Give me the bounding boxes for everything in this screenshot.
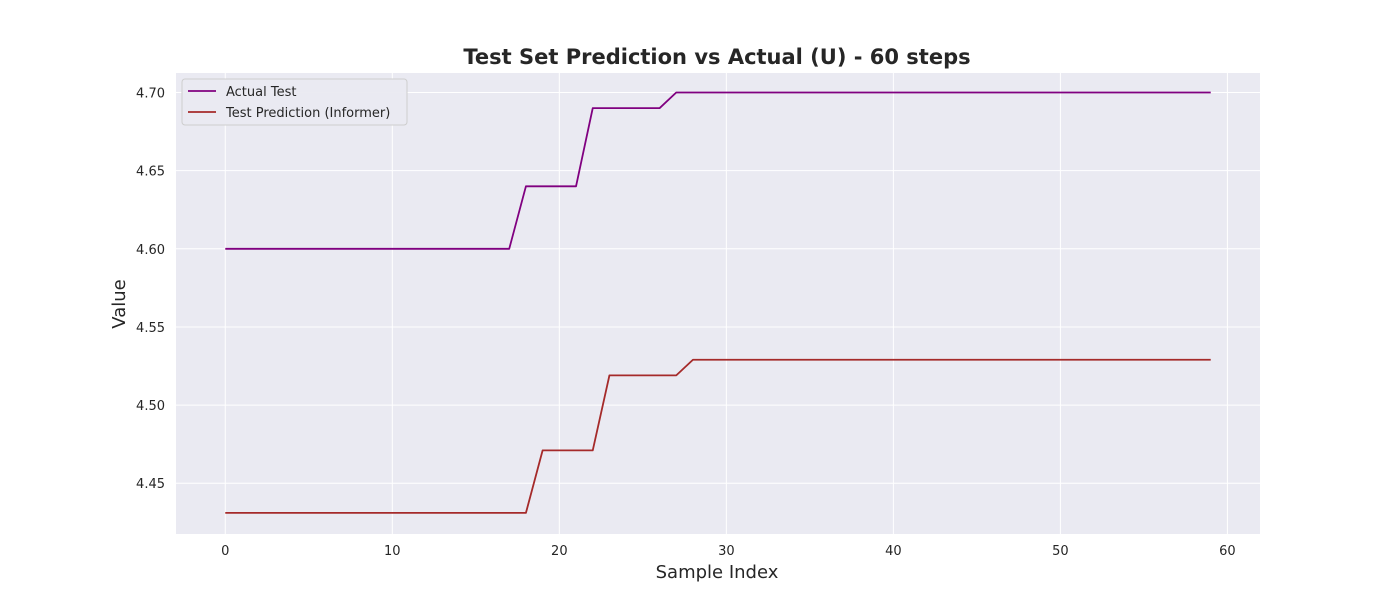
y-tick-label: 4.50 (136, 399, 165, 414)
y-tick-label: 4.45 (136, 477, 165, 492)
y-tick-label: 4.65 (136, 165, 165, 180)
legend: Actual Test Test Prediction (Informer) (181, 78, 408, 126)
x-tick-label: 30 (718, 544, 735, 559)
x-tick-label: 10 (384, 544, 401, 559)
y-tick-label: 4.55 (136, 321, 165, 336)
y-tick-label: 4.70 (136, 87, 165, 102)
y-tick-label: 4.60 (136, 243, 165, 258)
x-tick-label: 0 (221, 544, 229, 559)
y-axis-label: Value (109, 279, 130, 328)
plot-area (176, 73, 1260, 534)
chart-title: Test Set Prediction vs Actual (U) - 60 s… (463, 45, 970, 69)
x-tick-label: 40 (885, 544, 902, 559)
x-tick-label: 50 (1052, 544, 1069, 559)
legend-label: Test Prediction (Informer) (225, 106, 390, 121)
series-line-2 (225, 358, 1211, 514)
x-tick-label: 20 (551, 544, 568, 559)
x-axis-ticks: 0 10 20 30 40 50 60 (221, 544, 1236, 559)
y-axis-ticks: 4.45 4.50 4.55 4.60 4.65 4.70 (136, 87, 165, 493)
series-layer (225, 91, 1211, 514)
series-line-1 (225, 91, 1211, 250)
legend-box (181, 78, 408, 126)
legend-label: Actual Test (226, 85, 296, 100)
x-axis-label: Sample Index (656, 562, 779, 583)
x-tick-label: 60 (1219, 544, 1236, 559)
